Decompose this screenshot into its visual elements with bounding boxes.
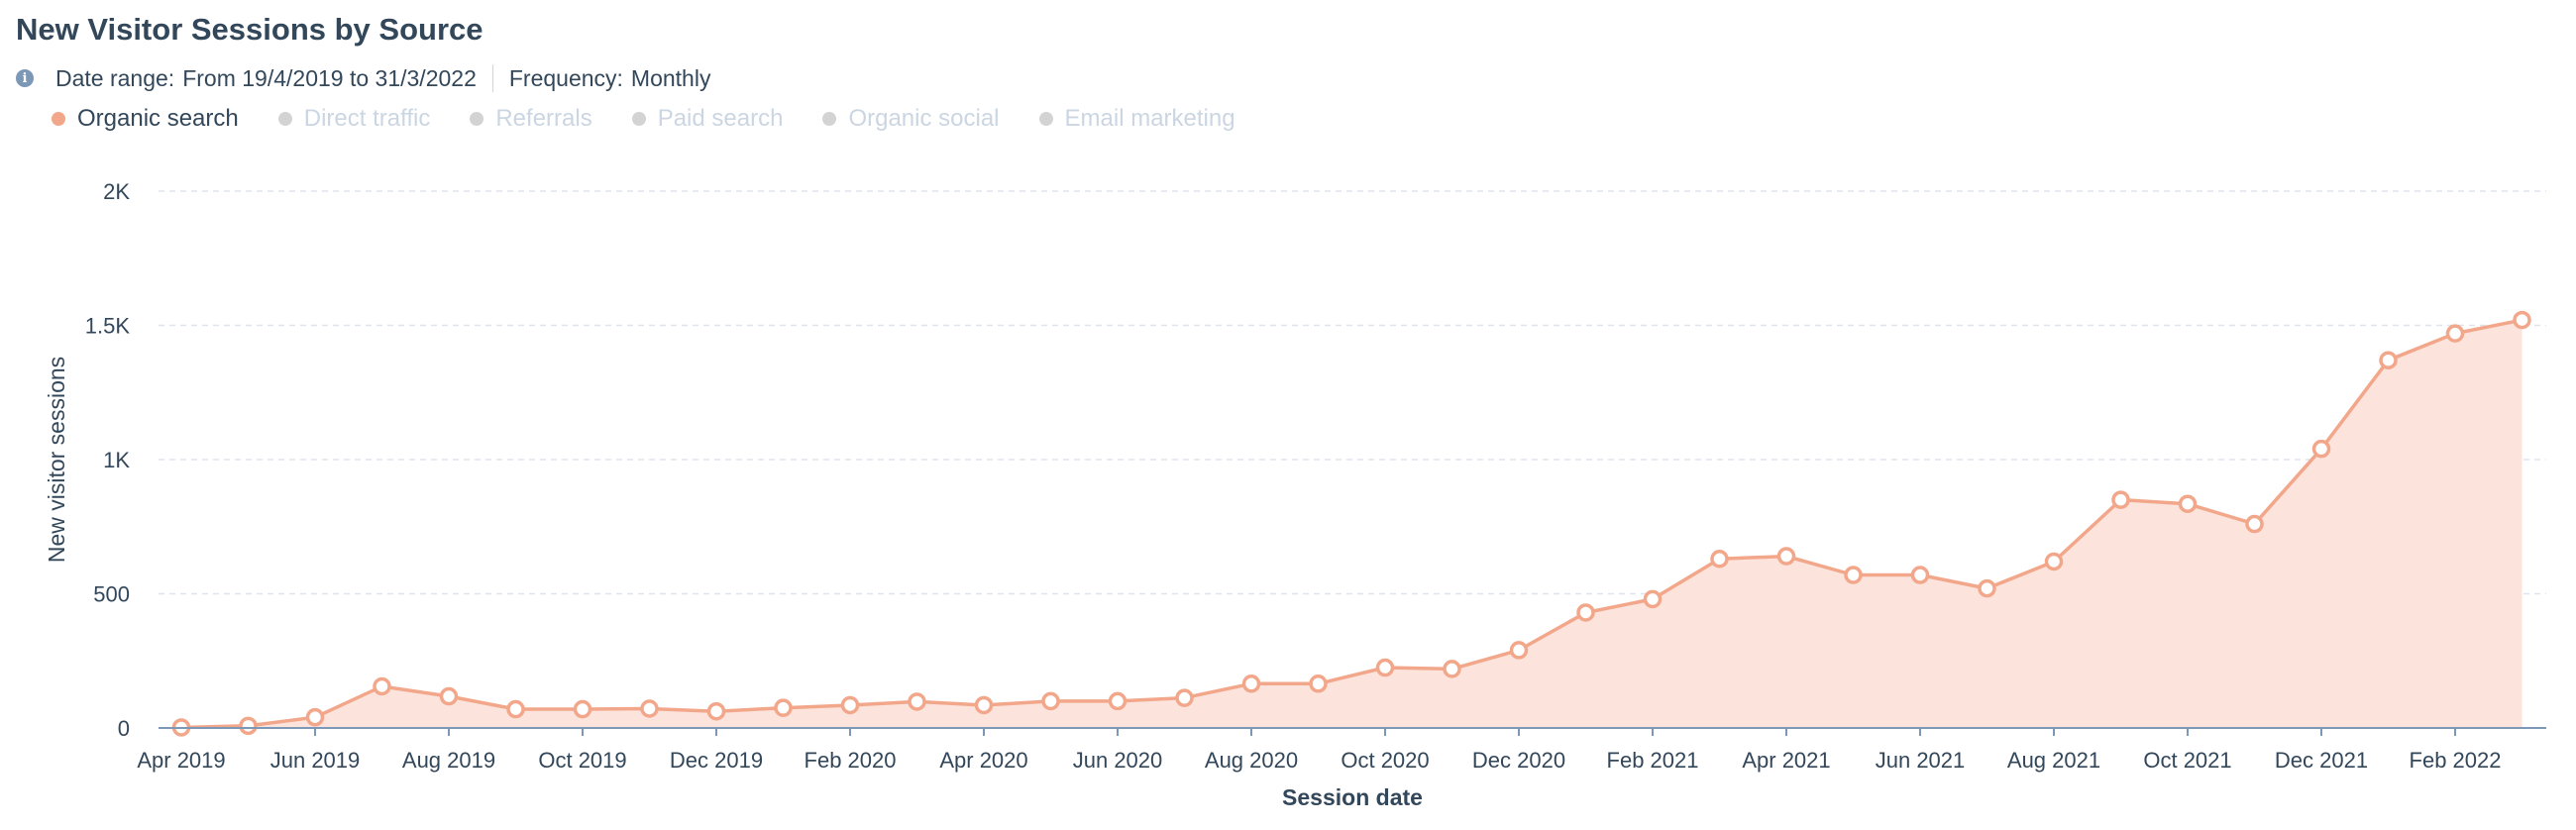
legend-label: Paid search (657, 105, 784, 132)
data-point-jul-2021[interactable] (1978, 578, 1996, 598)
data-point-feb-2022[interactable] (2445, 324, 2465, 343)
y-tick-label: 1.5K (85, 314, 131, 339)
data-point-jun-2020[interactable] (1108, 691, 1127, 711)
data-point-may-2021[interactable] (1844, 566, 1863, 584)
data-point-jun-2019[interactable] (305, 707, 325, 727)
y-axis-title: New visitor sessions (44, 357, 69, 563)
x-axis-ticks: Apr 2019 Jun 2019 Aug 2019 Oct 2019 Dec 2019… (137, 728, 2501, 773)
date-range-value: From 19/4/2019 to 31/3/2022 (182, 64, 477, 91)
data-point-mar-2022[interactable] (2513, 310, 2531, 330)
data-point-oct-2021[interactable] (2178, 494, 2198, 513)
info-icon[interactable]: i (16, 69, 34, 87)
data-point-aug-2019[interactable] (439, 686, 459, 706)
data-point-apr-2020[interactable] (974, 695, 994, 715)
legend-label: Organic social (848, 105, 1000, 132)
chart-meta: i Date range: From 19/4/2019 to 31/3/202… (16, 63, 710, 93)
data-point-oct-2020[interactable] (1375, 658, 1395, 677)
grid-lines (159, 190, 2546, 595)
data-point-aug-2021[interactable] (2044, 552, 2064, 571)
x-tick-label: Oct 2021 (2143, 748, 2231, 773)
x-tick-label: Aug 2021 (2007, 748, 2100, 773)
data-point-jan-2021[interactable] (1576, 603, 1595, 622)
series-area-organic-search (181, 320, 2522, 728)
legend-item-email-marketing[interactable]: Email marketing (1038, 105, 1235, 133)
data-point-sep-2019[interactable] (506, 699, 525, 719)
legend-dot-icon (470, 112, 484, 126)
data-point-jan-2022[interactable] (2379, 351, 2398, 369)
legend-item-organic-social[interactable]: Organic social (822, 105, 1000, 133)
data-point-mar-2020[interactable] (908, 692, 926, 711)
data-point-jan-2020[interactable] (774, 698, 793, 717)
data-point-dec-2020[interactable] (1509, 641, 1529, 660)
data-point-nov-2021[interactable] (2245, 514, 2264, 534)
legend-item-direct-traffic[interactable]: Direct traffic (277, 105, 431, 133)
legend-label: Direct traffic (303, 105, 431, 132)
x-tick-label: Dec 2020 (1472, 748, 1565, 773)
data-point-apr-2021[interactable] (1776, 547, 1796, 566)
data-point-jul-2020[interactable] (1175, 688, 1194, 707)
data-point-dec-2021[interactable] (2311, 439, 2331, 459)
legend-dot-icon (631, 112, 646, 126)
data-point-feb-2020[interactable] (840, 695, 860, 715)
legend-item-paid-search[interactable]: Paid search (631, 105, 784, 133)
x-tick-label: Jun 2021 (1876, 748, 1966, 773)
x-tick-label: Feb 2022 (2410, 748, 2502, 773)
frequency-value: Monthly (630, 64, 711, 91)
legend-dot-icon (52, 112, 65, 126)
data-point-nov-2020[interactable] (1443, 660, 1461, 678)
data-point-nov-2019[interactable] (640, 699, 659, 718)
data-point-dec-2019[interactable] (706, 701, 726, 721)
legend-item-organic-search[interactable]: Organic search (52, 105, 239, 133)
data-point-aug-2020[interactable] (1241, 674, 1261, 693)
x-tick-label: Aug 2020 (1205, 748, 1298, 773)
data-point-jul-2019[interactable] (373, 676, 391, 696)
chart-legend: Organic search Direct traffic Referrals Pai… (52, 105, 1275, 133)
data-point-oct-2019[interactable] (573, 699, 592, 719)
data-point-sep-2020[interactable] (1309, 674, 1328, 693)
x-tick-label: Jun 2019 (270, 748, 361, 773)
data-point-mar-2021[interactable] (1710, 550, 1729, 569)
y-tick-label: 2K (103, 179, 130, 204)
x-tick-label: Feb 2020 (805, 748, 897, 773)
y-tick-label: 0 (118, 716, 130, 741)
x-tick-label: Apr 2020 (939, 748, 1027, 773)
legend-label: Referrals (495, 105, 592, 132)
chart-title: New Visitor Sessions by Source (16, 12, 483, 47)
data-point-sep-2021[interactable] (2111, 490, 2130, 509)
x-tick-label: Dec 2019 (670, 748, 763, 773)
x-tick-label: Apr 2019 (137, 748, 225, 773)
data-point-may-2019[interactable] (239, 716, 258, 736)
legend-label: Email marketing (1064, 105, 1235, 132)
legend-item-referrals[interactable]: Referrals (470, 105, 592, 133)
y-tick-label: 500 (93, 582, 130, 607)
data-point-jun-2021[interactable] (1910, 566, 1930, 584)
frequency-label: Frequency: (508, 64, 623, 91)
legend-dot-icon (277, 112, 292, 126)
meta-divider (491, 64, 493, 92)
x-tick-label: Dec 2021 (2275, 748, 2368, 773)
legend-dot-icon (1038, 112, 1053, 126)
x-tick-label: Feb 2021 (1607, 748, 1699, 773)
date-range-label: Date range: (55, 64, 175, 91)
series-points-organic-search (171, 310, 2531, 737)
x-tick-label: Oct 2020 (1341, 748, 1429, 773)
legend-label: Organic search (77, 105, 239, 132)
data-point-feb-2021[interactable] (1643, 589, 1663, 609)
x-tick-label: Aug 2019 (402, 748, 495, 773)
x-axis-title: Session date (1282, 784, 1423, 810)
legend-dot-icon (822, 112, 837, 126)
series-line-organic-search (180, 318, 2522, 730)
x-tick-label: Oct 2019 (538, 748, 626, 773)
x-tick-label: Apr 2021 (1742, 748, 1830, 773)
x-tick-label: Jun 2020 (1073, 748, 1163, 773)
data-point-may-2020[interactable] (1041, 691, 1060, 711)
y-axis-ticks: 0 500 1K 1.5K 2K (85, 179, 131, 741)
y-tick-label: 1K (103, 448, 130, 472)
